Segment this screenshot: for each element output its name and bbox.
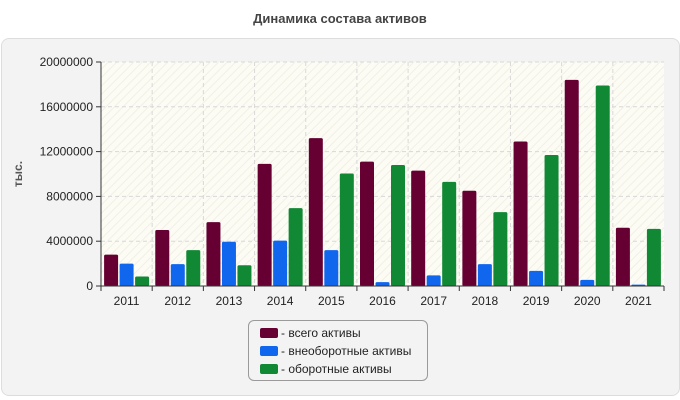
bar xyxy=(186,250,201,286)
legend-label-total: - всего активы xyxy=(281,326,361,340)
bar xyxy=(564,79,579,286)
bar xyxy=(360,161,374,286)
y-tick-label: 12000000 xyxy=(40,145,94,159)
legend-label-noncurrent: - внеоборотные активы xyxy=(281,344,412,358)
bar xyxy=(339,173,354,286)
y-tick-label: 20000000 xyxy=(40,55,94,69)
bar xyxy=(221,241,236,286)
bar xyxy=(411,170,426,286)
y-axis-label: тыс. xyxy=(11,161,25,187)
x-tick-label: 2015 xyxy=(318,294,345,308)
bar xyxy=(273,240,288,286)
bar xyxy=(426,275,441,286)
y-tick-label: 0 xyxy=(86,279,93,293)
bar xyxy=(615,227,630,286)
x-tick-label: 2014 xyxy=(267,294,294,308)
bar xyxy=(155,230,170,286)
x-tick-label: 2011 xyxy=(114,294,140,308)
bar xyxy=(595,85,610,287)
x-tick-label: 2019 xyxy=(523,294,550,308)
bar xyxy=(529,270,544,286)
bar xyxy=(206,222,221,286)
bar xyxy=(580,279,595,286)
y-tick-label: 16000000 xyxy=(40,100,94,114)
x-tick-label: 2020 xyxy=(574,294,601,308)
legend-item-total: - всего активы xyxy=(260,324,427,342)
bar xyxy=(257,163,272,286)
x-tick-label: 2021 xyxy=(625,294,652,308)
legend-label-current: - оборотные активы xyxy=(281,362,392,376)
y-tick-label: 4000000 xyxy=(46,234,93,248)
x-tick-label: 2013 xyxy=(216,294,243,308)
x-tick-label: 2018 xyxy=(472,294,499,308)
bar xyxy=(104,254,119,286)
bar xyxy=(135,276,150,286)
bar xyxy=(462,190,477,286)
legend-swatch-noncurrent xyxy=(260,346,278,356)
bar xyxy=(646,228,661,286)
bar xyxy=(375,282,390,286)
legend-swatch-current xyxy=(260,364,278,374)
bar xyxy=(493,212,508,286)
legend-swatch-total xyxy=(260,328,278,338)
bar xyxy=(544,154,559,286)
bars xyxy=(104,79,661,287)
plot-background xyxy=(101,62,664,286)
bar xyxy=(442,181,457,286)
bar xyxy=(170,264,185,286)
axes: 0 4000000 8000000 12000000 16000000 20000000 2… xyxy=(40,55,665,308)
bar xyxy=(237,265,252,286)
bar xyxy=(391,165,405,286)
legend: - всего активы - внеоборотные активы - о… xyxy=(248,320,428,381)
x-tick-label: 2016 xyxy=(369,294,396,308)
y-tick-label: 8000000 xyxy=(46,189,93,203)
legend-item-noncurrent: - внеоборотные активы xyxy=(260,342,427,360)
x-tick-label: 2012 xyxy=(164,294,191,308)
x-tick-label: 2017 xyxy=(420,294,447,308)
bar xyxy=(324,250,339,286)
bar xyxy=(477,264,492,286)
bar xyxy=(288,208,303,286)
bar xyxy=(513,141,528,286)
chart-title: Динамика состава активов xyxy=(253,11,427,26)
bar xyxy=(308,138,323,286)
bar xyxy=(119,263,134,286)
legend-item-current: - оборотные активы xyxy=(260,360,427,378)
